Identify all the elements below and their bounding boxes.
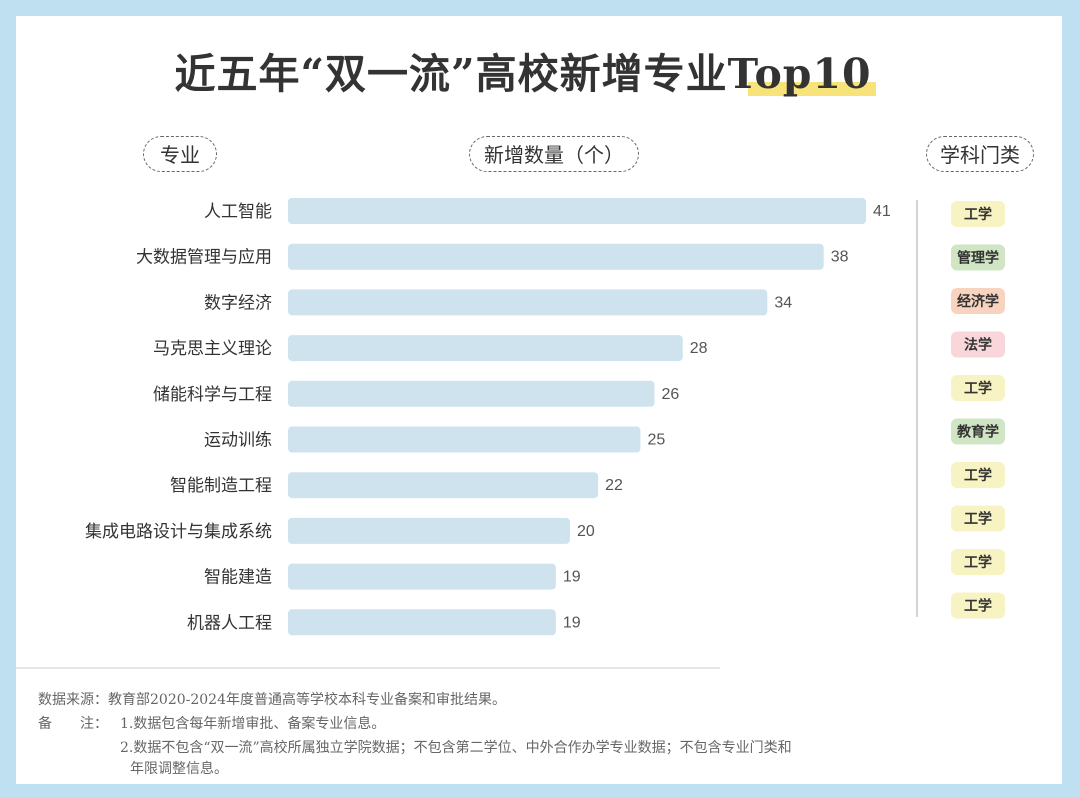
category-label: 智能建造 [204, 568, 272, 588]
discipline-label: 法学 [964, 337, 992, 354]
title-wrap: 近五年“双一流”高校新增专业Top10 [0, 40, 1046, 100]
bar [288, 380, 655, 407]
value-label: 26 [662, 386, 680, 403]
category-label: 智能制造工程 [170, 476, 272, 496]
footer-note-label: 备 注： [38, 716, 108, 732]
discipline-label: 教育学 [957, 424, 999, 441]
discipline-badge [951, 505, 1005, 532]
footer-source: 数据来源：教育部2020-2024年度普通高等学校本科专业备案和审批结果。 [38, 692, 506, 708]
discipline-label: 工学 [964, 598, 992, 615]
header-major: 专业 [143, 136, 217, 172]
bar [288, 243, 824, 270]
category-label: 运动训练 [204, 431, 272, 451]
discipline-label: 工学 [964, 554, 992, 571]
discipline-label: 管理学 [957, 250, 999, 267]
discipline-label: 工学 [964, 511, 992, 528]
discipline-badge [951, 549, 1005, 575]
header-category: 学科门类 [926, 136, 1034, 172]
category-label: 集成电路设计与集成系统 [85, 522, 272, 542]
bar [288, 289, 768, 316]
bar [288, 609, 556, 636]
discipline-label: 经济学 [957, 293, 999, 310]
title-highlight [747, 82, 876, 96]
footer-note-2b: 年限调整信息。 [130, 761, 228, 777]
bar [288, 563, 556, 590]
value-label: 22 [605, 477, 623, 494]
category-label: 数字经济 [204, 293, 272, 313]
discipline-badge [951, 331, 1005, 358]
bar [288, 472, 599, 499]
discipline-badge [951, 592, 1005, 619]
discipline-badge [951, 201, 1005, 227]
value-label: 25 [647, 432, 665, 449]
bar [288, 517, 570, 544]
discipline-label: 工学 [964, 467, 992, 484]
bar [288, 426, 641, 453]
discipline-badge [951, 288, 1005, 314]
value-label: 38 [831, 249, 849, 266]
bar [288, 335, 683, 362]
category-label: 储能科学与工程 [153, 385, 272, 405]
value-label: 28 [690, 340, 708, 357]
discipline-label: 工学 [964, 380, 992, 397]
discipline-label: 工学 [964, 206, 992, 223]
category-label: 马克思主义理论 [153, 339, 272, 359]
category-label: 大数据管理与应用 [136, 248, 272, 268]
discipline-badge [951, 418, 1005, 445]
chart-title: 近五年“双一流”高校新增专业Top10 [174, 40, 876, 100]
header-count: 新增数量（个） [469, 136, 639, 172]
discipline-badge [951, 375, 1005, 401]
footer-note-1: 1.数据包含每年新增审批、备案专业信息。 [120, 716, 386, 732]
discipline-badge [951, 244, 1005, 271]
chart-title-text: 近五年“双一流”高校新增专业Top10 [174, 50, 872, 98]
value-label: 34 [774, 294, 792, 311]
bar [288, 198, 866, 224]
value-label: 19 [563, 569, 581, 586]
discipline-badge [951, 462, 1005, 488]
category-label: 人工智能 [204, 202, 272, 222]
value-label: 19 [563, 614, 581, 631]
value-label: 20 [577, 523, 595, 540]
footer-note-2a: 2.数据不包含“双一流”高校所属独立学院数据；不包含第二学位、中外合作办学专业数… [120, 740, 792, 756]
value-label: 41 [873, 203, 891, 220]
category-label: 机器人工程 [187, 613, 272, 633]
